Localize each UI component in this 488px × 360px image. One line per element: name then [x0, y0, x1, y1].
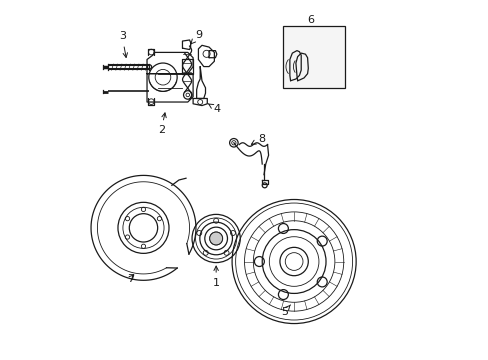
Bar: [282, 26, 344, 88]
Text: 8: 8: [251, 134, 264, 144]
Text: 9: 9: [190, 30, 203, 44]
Text: 2: 2: [157, 113, 166, 135]
Text: 6: 6: [306, 15, 313, 25]
Polygon shape: [209, 232, 222, 245]
Text: 1: 1: [212, 266, 219, 288]
Text: 4: 4: [208, 104, 220, 114]
Text: 5: 5: [280, 305, 290, 317]
Text: 7: 7: [126, 274, 134, 284]
Text: 3: 3: [119, 31, 127, 58]
